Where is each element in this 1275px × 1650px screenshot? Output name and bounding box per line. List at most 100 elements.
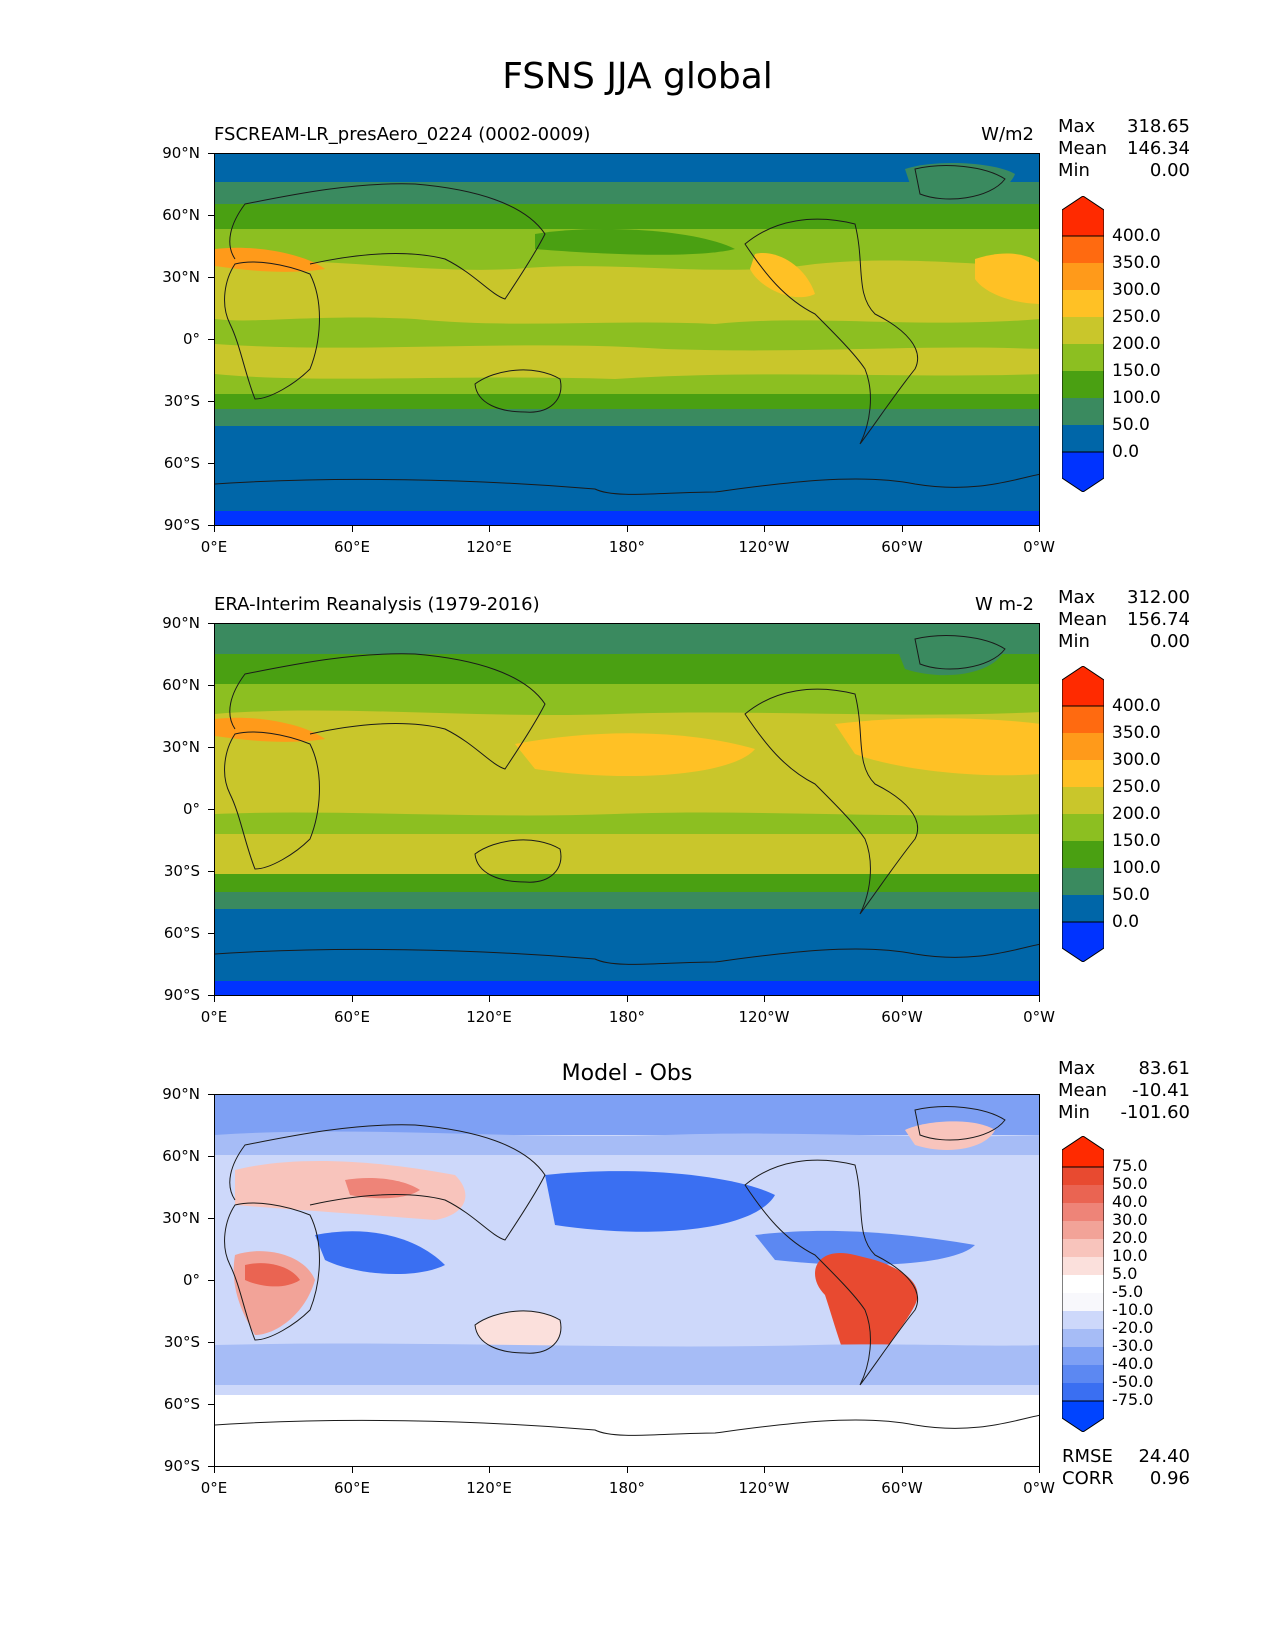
stats-box: Max 83.61 Mean -10.41 Min -101.60 <box>1058 1058 1190 1124</box>
colorbar-label: 75.0 <box>1112 1156 1148 1175</box>
map-model <box>214 153 1040 526</box>
colorbar-label: 50.0 <box>1112 1174 1148 1193</box>
lat-label: 90°N <box>162 1085 200 1103</box>
lon-label: 60°E <box>333 1479 371 1497</box>
colorbar-label: 0.0 <box>1112 442 1140 462</box>
colorbar-label: 250.0 <box>1112 307 1161 327</box>
stats-box: Max 312.00 Mean 156.74 Min 0.00 <box>1058 587 1190 653</box>
lon-tick <box>764 526 765 532</box>
max-label: Max <box>1058 1058 1096 1079</box>
lon-label: 0°E <box>200 538 228 556</box>
lat-label: 90°N <box>162 144 200 162</box>
lon-label: 60°E <box>333 1008 371 1026</box>
lon-tick <box>352 1467 353 1473</box>
lat-tick <box>208 1156 214 1157</box>
lon-tick <box>627 1467 628 1473</box>
lon-tick <box>352 526 353 532</box>
lat-tick <box>208 1404 214 1405</box>
lat-tick <box>208 809 214 810</box>
colorbar-label: 350.0 <box>1112 253 1161 273</box>
lon-label: 0°E <box>200 1008 228 1026</box>
lat-label: 90°N <box>162 614 200 632</box>
lon-tick <box>902 996 903 1002</box>
min-value: 0.00 <box>1149 631 1190 652</box>
colorbar-label: 20.0 <box>1112 1228 1148 1247</box>
colorbar-label: 300.0 <box>1112 750 1161 770</box>
colorbar-label: 400.0 <box>1112 696 1161 716</box>
lat-tick <box>208 995 214 996</box>
mean-value: 156.74 <box>1127 609 1190 630</box>
lon-label: 180° <box>608 538 646 556</box>
lat-label: 30°S <box>163 1333 200 1351</box>
colorbar-label: -40.0 <box>1112 1354 1154 1373</box>
lat-label: 30°N <box>162 1209 200 1227</box>
lon-label: 0°W <box>1023 1008 1055 1026</box>
lat-label: 30°S <box>163 862 200 880</box>
corr-value: 0.96 <box>1149 1468 1190 1489</box>
lon-label: 120°W <box>738 538 790 556</box>
lat-tick <box>208 623 214 624</box>
lat-label: 60°S <box>163 1395 200 1413</box>
colorbar-label: -75.0 <box>1112 1390 1154 1409</box>
colorbar-label: 100.0 <box>1112 388 1161 408</box>
colorbar-label: -10.0 <box>1112 1300 1154 1319</box>
colorbar-label: 40.0 <box>1112 1192 1148 1211</box>
min-label: Min <box>1058 631 1090 652</box>
mean-label: Mean <box>1058 1080 1108 1101</box>
lat-label: 90°S <box>163 986 200 1004</box>
max-value: 312.00 <box>1127 587 1190 608</box>
colorbar <box>1062 196 1104 492</box>
max-label: Max <box>1058 116 1096 137</box>
lon-label: 60°W <box>881 1479 923 1497</box>
lat-label: 30°S <box>163 392 200 410</box>
min-value: 0.00 <box>1149 160 1190 181</box>
colorbar-label: 100.0 <box>1112 858 1161 878</box>
lon-tick <box>214 1467 215 1473</box>
lat-tick <box>208 153 214 154</box>
min-label: Min <box>1058 160 1090 181</box>
lat-label: 0° <box>182 330 200 348</box>
max-value: 318.65 <box>1127 116 1190 137</box>
lon-label: 180° <box>608 1008 646 1026</box>
mean-label: Mean <box>1058 138 1108 159</box>
rmse-label: RMSE <box>1062 1446 1113 1467</box>
lat-tick <box>208 215 214 216</box>
colorbar-label: 250.0 <box>1112 777 1161 797</box>
lon-label: 120°W <box>738 1008 790 1026</box>
lon-tick <box>1039 526 1040 532</box>
map-diff-field <box>215 1095 1039 1466</box>
colorbar-label: 150.0 <box>1112 361 1161 381</box>
colorbar-label: 150.0 <box>1112 831 1161 851</box>
lat-label: 60°N <box>162 676 200 694</box>
lat-label: 60°S <box>163 924 200 942</box>
colorbar-label: 5.0 <box>1112 1264 1138 1283</box>
lat-tick <box>208 1218 214 1219</box>
lon-label: 120°E <box>466 538 512 556</box>
panel-left-title: FSCREAM-LR_presAero_0224 (0002-0009) <box>214 124 591 145</box>
lon-tick <box>627 526 628 532</box>
lon-label: 0°E <box>200 1479 228 1497</box>
lat-tick <box>208 463 214 464</box>
lon-tick <box>764 996 765 1002</box>
lon-tick <box>489 996 490 1002</box>
lon-label: 120°E <box>466 1479 512 1497</box>
lon-tick <box>489 526 490 532</box>
figure-title: FSNS JJA global <box>502 56 773 97</box>
lat-label: 60°S <box>163 454 200 472</box>
panel-diff: Model - Obs Max 83.61 Mean -10.41 Min -101.… <box>0 0 1275 1497</box>
lon-tick <box>1039 996 1040 1002</box>
lon-label: 120°W <box>738 1479 790 1497</box>
lon-label: 60°W <box>881 1008 923 1026</box>
max-value: 83.61 <box>1138 1058 1190 1079</box>
map-model-field <box>215 154 1039 525</box>
lon-label: 60°E <box>333 538 371 556</box>
lon-label: 0°W <box>1023 1479 1055 1497</box>
mean-label: Mean <box>1058 609 1108 630</box>
colorbar-label: 200.0 <box>1112 334 1161 354</box>
colorbar <box>1062 666 1104 962</box>
colorbar-label: 0.0 <box>1112 912 1140 932</box>
colorbar-label: -5.0 <box>1112 1282 1144 1301</box>
map-obs <box>214 623 1040 996</box>
colorbar-label: 50.0 <box>1112 885 1150 905</box>
panel-model: FSCREAM-LR_presAero_0224 (0002-0009) W/m… <box>0 0 1275 556</box>
